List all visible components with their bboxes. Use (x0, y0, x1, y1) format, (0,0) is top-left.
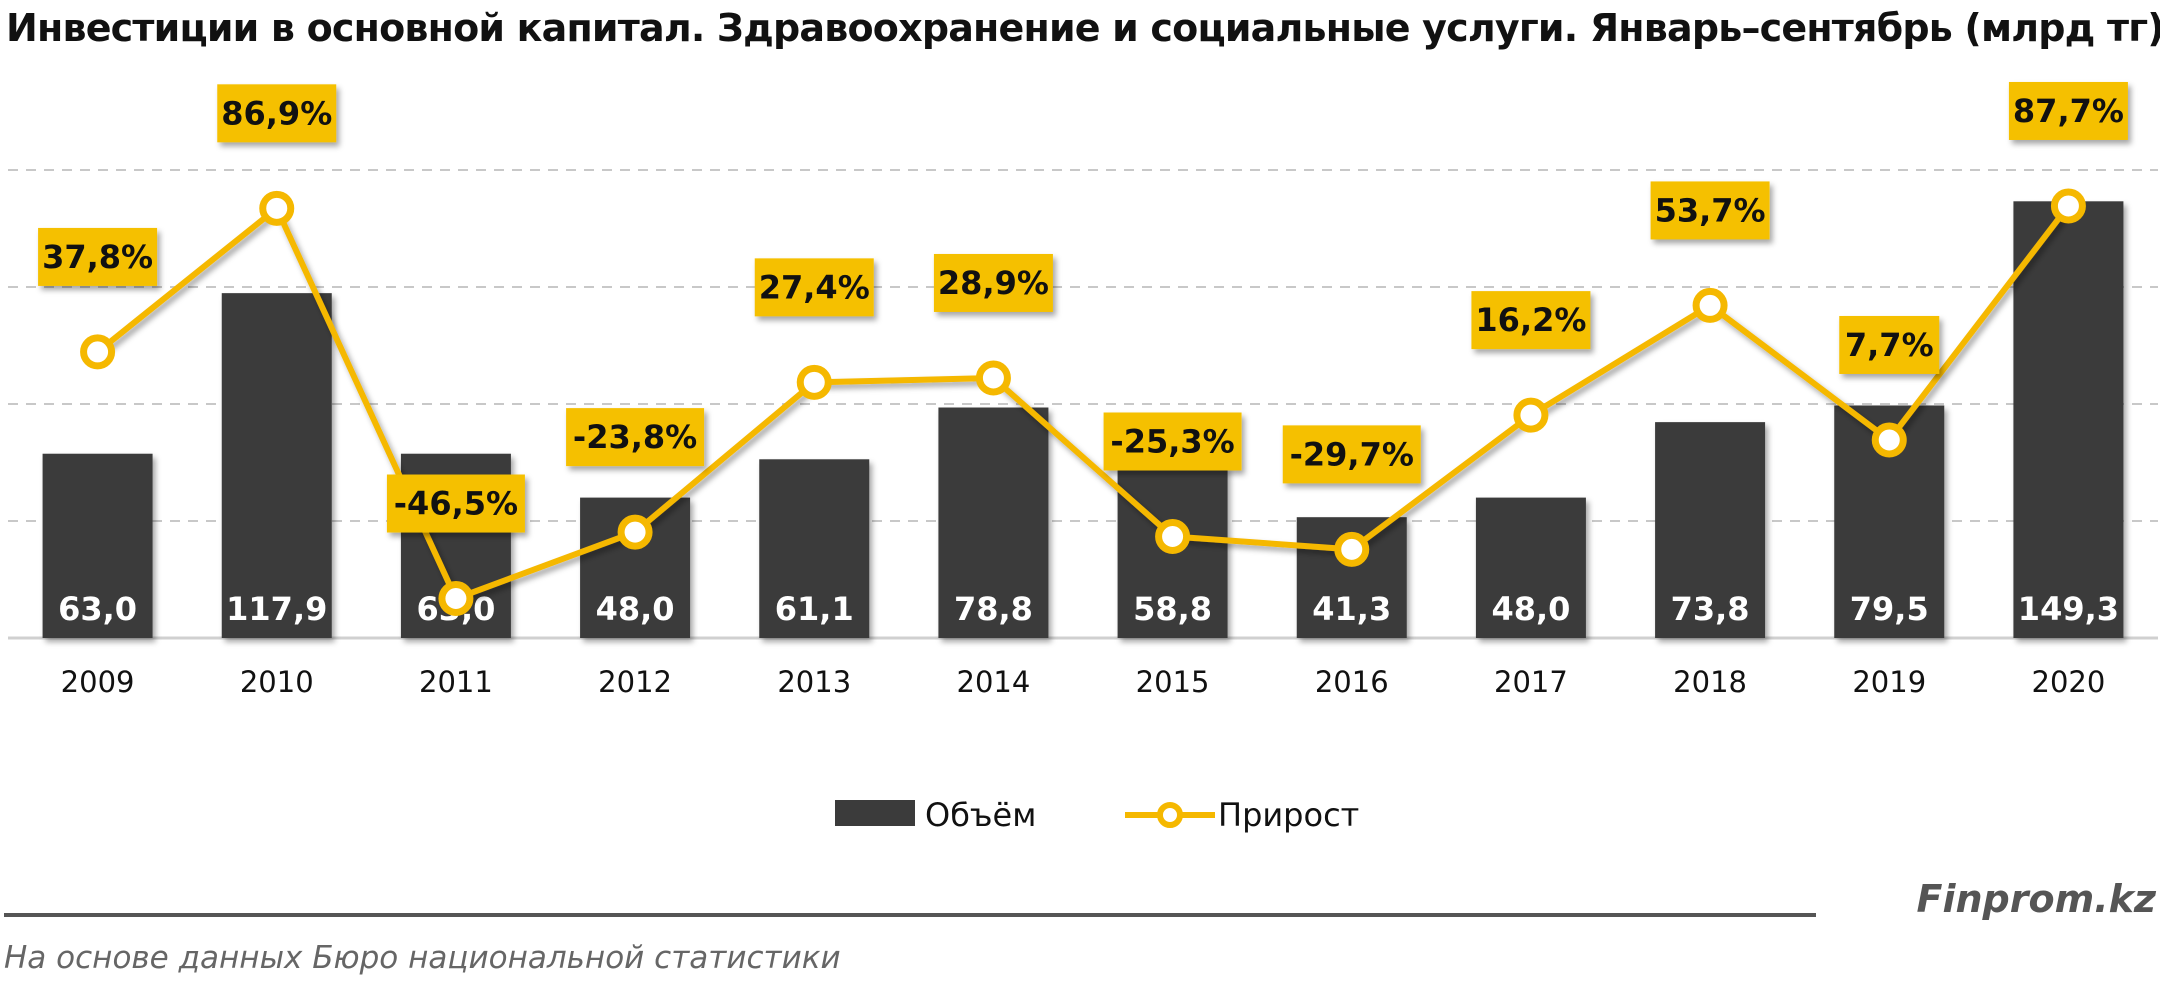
bar-value-label: 41,3 (1312, 590, 1391, 628)
x-tick-label: 2014 (957, 665, 1031, 699)
growth-label-box (566, 408, 705, 467)
footer-divider (4, 913, 1816, 917)
growth-label: 87,7% (2008, 81, 2128, 140)
bar (759, 459, 870, 638)
bar (938, 407, 1049, 638)
growth-label-text: -29,7% (1290, 435, 1414, 473)
legend-label-volume: Объём (925, 796, 1036, 834)
x-tick-label: 2018 (1673, 665, 1747, 699)
growth-point (975, 360, 1011, 396)
growth-label-box (2008, 81, 2128, 140)
growth-label-text: 7,7% (1845, 326, 1934, 364)
growth-line (95, 204, 2071, 602)
growth-label: -29,7% (1282, 425, 1421, 484)
x-tick-label: 2017 (1494, 665, 1568, 699)
page-title: Инвестиции в основной капитал. Здравоохр… (6, 6, 2160, 50)
growth-label-box (1282, 425, 1421, 484)
legend-swatch-bar (835, 800, 915, 826)
bar (1475, 497, 1586, 638)
x-tick-label: 2012 (598, 665, 672, 699)
bar-value-label: 117,9 (226, 590, 327, 628)
bar (1655, 422, 1766, 638)
growth-label: 27,4% (754, 258, 874, 317)
bar-value-label: 63,0 (58, 590, 137, 628)
growth-label-text: 27,4% (759, 268, 870, 306)
growth-label: 53,7% (1650, 181, 1770, 240)
growth-label: 37,8% (38, 227, 158, 286)
bar-value-label: 149,3 (2018, 590, 2119, 628)
growth-value-labels: 37,8% 86,9% -46,5% -23,8% 27,4% 28,9% -25,3% -2… (38, 81, 2128, 533)
growth-label-text: -46,5% (394, 485, 518, 523)
growth-point (438, 581, 474, 617)
growth-point (1155, 519, 1191, 555)
growth-label-box (1650, 181, 1770, 240)
growth-label: 16,2% (1471, 291, 1591, 350)
x-tick-label: 2015 (1136, 665, 1210, 699)
growth-label: 28,9% (933, 253, 1053, 312)
x-tick-label: 2016 (1315, 665, 1389, 699)
brand-logo-text: Finprom.kz (1916, 877, 2156, 921)
legend-swatch-marker (1157, 802, 1183, 828)
growth-label-text: 86,9% (221, 94, 332, 132)
growth-label-text: -25,3% (1110, 423, 1234, 461)
growth-label: -25,3% (1103, 412, 1242, 471)
bar-value-labels: 63,0117,963,048,061,178,858,841,348,073,… (58, 590, 2119, 628)
growth-label-text: 28,9% (938, 264, 1049, 302)
growth-label-text: 16,2% (1475, 301, 1586, 339)
growth-label: 86,9% (217, 84, 337, 143)
growth-label: -46,5% (386, 474, 525, 533)
growth-label-text: 37,8% (42, 238, 153, 276)
growth-point (796, 364, 832, 400)
growth-label-box (754, 258, 874, 317)
growth-label-box (386, 474, 525, 533)
bar-value-label: 58,8 (1133, 590, 1212, 628)
bar (2013, 201, 2124, 639)
growth-label-box (1839, 315, 1940, 374)
growth-label-text: -23,8% (573, 418, 697, 456)
growth-point (617, 514, 653, 550)
growth-label-text: 53,7% (1655, 191, 1766, 229)
growth-label: 7,7% (1839, 315, 1940, 374)
bars-series (42, 201, 2124, 639)
x-tick-label: 2019 (1852, 665, 1926, 699)
growth-point (1513, 397, 1549, 433)
growth-point (1334, 531, 1370, 567)
growth-label-box (217, 84, 337, 143)
source-note: На основе данных Бюро национальной стати… (4, 940, 841, 976)
x-tick-label: 2010 (240, 665, 314, 699)
bar-value-label: 73,8 (1671, 590, 1750, 628)
bar-value-label: 78,8 (954, 590, 1033, 628)
bar (221, 293, 332, 638)
growth-label-box (933, 253, 1053, 312)
growth-label: -23,8% (566, 408, 705, 467)
x-axis-ticks: 2009 2010 2011 2012 2013 2014 2015 2016 2017 2018… (61, 665, 2106, 699)
growth-line-series (80, 188, 2086, 617)
legend-label-growth: Прирост (1218, 796, 1359, 834)
growth-label-box (1103, 412, 1242, 471)
x-tick-label: 2011 (419, 665, 493, 699)
growth-point (259, 190, 295, 226)
growth-point (2050, 188, 2086, 224)
bar-value-label: 61,1 (775, 590, 854, 628)
x-tick-label: 2013 (777, 665, 851, 699)
gridlines (8, 169, 2158, 640)
growth-label-box (1471, 291, 1591, 350)
growth-point (1871, 422, 1907, 458)
bar-value-label: 48,0 (1491, 590, 1570, 628)
x-tick-label: 2020 (2032, 665, 2106, 699)
legend: Объём Прирост (835, 796, 1359, 834)
x-tick-label: 2009 (61, 665, 135, 699)
growth-point (1692, 287, 1728, 323)
bar (42, 453, 153, 638)
growth-label-text: 87,7% (2013, 92, 2124, 130)
bar-value-label: 79,5 (1850, 590, 1929, 628)
bar-value-label: 48,0 (596, 590, 675, 628)
growth-point (80, 334, 116, 370)
growth-label-box (38, 227, 158, 286)
